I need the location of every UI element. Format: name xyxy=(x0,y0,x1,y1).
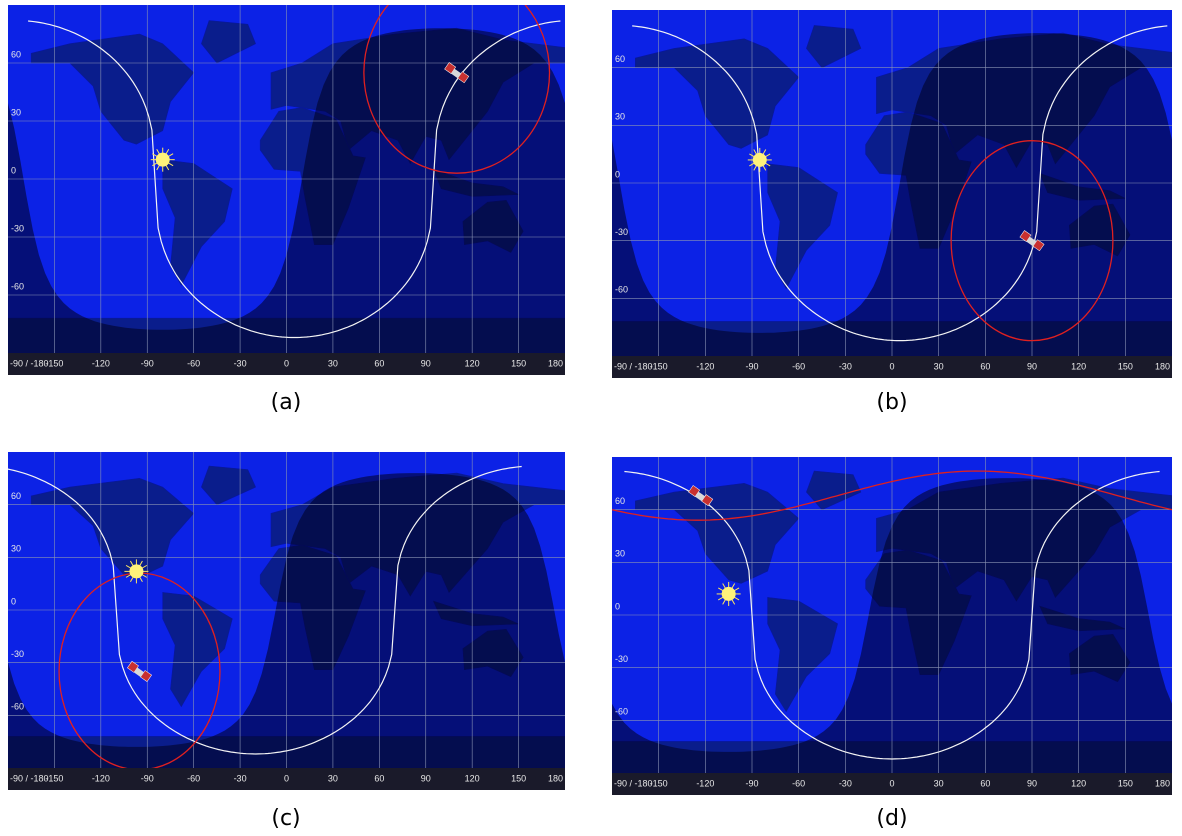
lon-label: 150 xyxy=(1118,361,1133,371)
lon-label: -60 xyxy=(792,361,805,371)
lon-label: 30 xyxy=(934,361,944,371)
lon-label: -90 xyxy=(141,773,154,783)
lon-label: 90 xyxy=(1027,361,1037,371)
lon-label: 0 xyxy=(889,361,894,371)
lon-label: -120 xyxy=(92,773,110,783)
lat-label: -60 xyxy=(615,707,628,717)
lon-label: 150 xyxy=(1118,778,1133,788)
lat-label: -60 xyxy=(11,702,24,712)
lon-label: -120 xyxy=(696,778,714,788)
caption: (d) xyxy=(792,806,992,831)
lon-label: 180 xyxy=(1155,361,1170,371)
figure: 60300-30-60-90 / -180-150-120-90-60-3003… xyxy=(0,0,1182,836)
lon-label: 120 xyxy=(465,773,480,783)
lon-label: -90 xyxy=(745,361,758,371)
lat-label: -30 xyxy=(11,223,24,233)
lon-label: 180 xyxy=(1155,778,1170,788)
map-panel: 60 30 0 -30 -60 -90 / -180-150 -120 -90 -60 -30 0 3… xyxy=(8,452,565,790)
lon-label: 90 xyxy=(421,773,431,783)
lat-label: -60 xyxy=(615,285,628,295)
lon-label: 60 xyxy=(980,361,990,371)
sun xyxy=(753,153,767,167)
lon-label: -30 xyxy=(234,773,247,783)
sun xyxy=(129,564,143,578)
sun xyxy=(156,153,170,167)
lat-label: 60 xyxy=(11,491,21,501)
lon-label: 60 xyxy=(980,778,990,788)
lon-label: 90 xyxy=(1027,778,1037,788)
lon-label: 0 xyxy=(889,778,894,788)
map-panel: 60 30 0 -30 -60 -90 / -180-150 -120 -90 -60 -30 0 3… xyxy=(612,10,1172,378)
map-panel: 60 30 0 -30 -60 -90 / -180-150 -120 -90 -60 -30 0 3… xyxy=(8,5,565,375)
lat-label: -60 xyxy=(11,281,24,291)
lon-label: -90 / -180 xyxy=(10,358,49,368)
lon-label: 180 xyxy=(548,773,563,783)
lon-label: -120 xyxy=(92,358,110,368)
lon-label: 60 xyxy=(374,358,384,368)
caption: (b) xyxy=(792,390,992,415)
lon-label: 120 xyxy=(1071,778,1086,788)
lon-label: 180 xyxy=(548,358,563,368)
lat-label: -30 xyxy=(615,654,628,664)
lon-label: -30 xyxy=(839,778,852,788)
lat-label: 30 xyxy=(615,112,625,122)
lon-label: -150 xyxy=(45,773,63,783)
lon-label: -60 xyxy=(187,358,200,368)
lat-label: 0 xyxy=(11,165,16,175)
lon-label: -90 / -180 xyxy=(10,773,49,783)
lat-label: 30 xyxy=(11,544,21,554)
lon-label: -90 / -180 xyxy=(614,361,653,371)
lat-label: 60 xyxy=(615,496,625,506)
caption: (c) xyxy=(186,806,386,831)
sun xyxy=(722,587,736,601)
lon-label: 90 xyxy=(421,358,431,368)
lon-label: -60 xyxy=(187,773,200,783)
caption: (a) xyxy=(186,390,386,415)
lon-label: 0 xyxy=(284,358,289,368)
lon-label: 0 xyxy=(284,773,289,783)
lat-label: 30 xyxy=(11,107,21,117)
lat-label: 0 xyxy=(615,601,620,611)
lon-label: 30 xyxy=(328,358,338,368)
lon-label: 30 xyxy=(328,773,338,783)
lon-label: 30 xyxy=(934,778,944,788)
lon-label: -30 xyxy=(234,358,247,368)
map-panel: 60 30 0 -30 -60 -90 / -180-150 -120 -90 -60 -30 0 3… xyxy=(612,457,1172,795)
lon-label: -150 xyxy=(650,778,668,788)
lat-label: 60 xyxy=(11,49,21,59)
lon-label: -90 xyxy=(745,778,758,788)
lon-label: -30 xyxy=(839,361,852,371)
lat-label: 30 xyxy=(615,549,625,559)
lon-label: 60 xyxy=(374,773,384,783)
lat-label: 0 xyxy=(11,596,16,606)
lon-label: -120 xyxy=(696,361,714,371)
lon-label: 120 xyxy=(1071,361,1086,371)
lat-label: -30 xyxy=(11,649,24,659)
lon-label: 120 xyxy=(465,358,480,368)
lon-label: 150 xyxy=(511,358,526,368)
lon-label: 150 xyxy=(511,773,526,783)
lon-label: -60 xyxy=(792,778,805,788)
lat-label: -30 xyxy=(615,227,628,237)
lon-label: -90 / -180 xyxy=(614,778,653,788)
lon-label: -90 xyxy=(141,358,154,368)
lon-label: -150 xyxy=(45,358,63,368)
lat-label: 0 xyxy=(615,169,620,179)
lon-label: -150 xyxy=(650,361,668,371)
lat-label: 60 xyxy=(615,54,625,64)
